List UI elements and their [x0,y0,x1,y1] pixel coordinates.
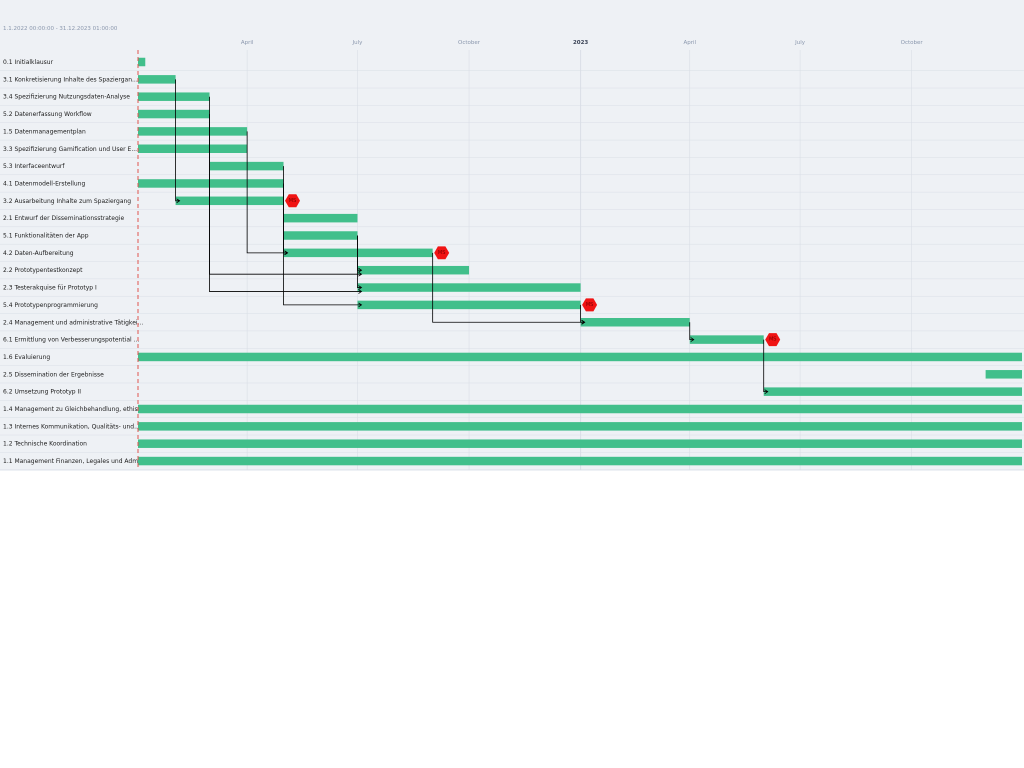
task-bar[interactable] [138,144,248,154]
task-label-column: 0.1 Initialklausur 3.1 Konkretisierung In… [3,59,149,465]
tick-label: April [241,40,254,46]
task-bar[interactable] [138,127,248,136]
task-label: 5.4 Prototypenprogrammierung [3,302,98,309]
task-label: 1.4 Management zu Gleichbehandlung, ethi… [3,406,147,413]
task-bar[interactable] [580,318,690,327]
milestone-label: MS [289,198,297,204]
dependency-line [246,131,288,254]
task-bar[interactable] [357,300,581,310]
task-bar[interactable] [138,57,146,67]
task-bar[interactable] [175,196,284,206]
task-label: 3.4 Spezifizierung Nutzungsdaten-Analyse [3,94,130,101]
task-bar[interactable] [138,179,284,188]
task-label: 3.2 Ausarbeitung Inhalte zum Spaziergang [3,198,131,205]
tick-label: April [683,40,696,46]
task-bar[interactable] [357,283,581,292]
dependency-arrow [358,285,363,290]
task-bar[interactable] [138,352,1022,362]
grid-lines [0,50,1024,470]
task-bar[interactable] [138,439,1022,448]
gantt-chart[interactable]: April July October 2023 April July October 0.1… [0,0,1024,471]
task-label: 1.2 Technische Koordination [3,441,87,448]
task-bar[interactable] [283,213,358,223]
task-label: 6.1 Ermittlung von Verbesserungspotentia… [3,337,139,344]
milestone-marker[interactable] [434,246,450,260]
task-label: 2.3 Testerakquise für Prototyp I [3,285,97,292]
task-bar[interactable] [138,92,210,101]
dependency-arrow [581,319,586,325]
task-label: 1.1 Management Finanzen, Legales und Adm… [3,458,149,465]
dependency-arrow [690,337,695,342]
task-bar[interactable] [138,456,1022,466]
task-bar[interactable] [985,370,1022,379]
task-bar[interactable] [209,161,284,171]
task-label: 5.1 Funktionalitäten der App [3,233,89,240]
tick-label: July [352,40,364,46]
milestone-label: MS [438,250,446,256]
task-bar[interactable] [283,248,433,258]
task-bar[interactable] [763,387,1022,396]
task-label: 4.2 Daten-Aufbereitung [3,250,74,257]
task-label: 2.4 Management und administrative Tätigk… [3,319,143,326]
task-bar[interactable] [138,75,176,84]
task-label: 5.3 Interfaceentwurf [3,163,65,170]
dependency-arrow [358,267,363,273]
dependency-arrow [176,198,181,204]
task-label: 1.3 Internes Kommunikation, Qualitäts- u… [3,423,140,430]
dependency-line [283,183,362,306]
task-bar[interactable] [138,422,1022,431]
task-label: 2.1 Entwurf der Disseminationsstrategie [3,215,124,222]
tick-label: 2023 [573,40,588,46]
task-label: 0.1 Initialklausur [3,59,54,66]
task-bars[interactable] [138,57,1022,466]
task-label: 4.1 Datenmodell-Erstellung [3,180,85,187]
milestone-marker[interactable] [582,298,598,312]
milestones[interactable]: MS MS MS MS [285,194,781,347]
dependency-line [357,235,362,288]
task-label: 3.3 Spezifizierung Gamification und User… [3,146,137,153]
dependency-line [689,322,694,340]
date-range-label: 1.1.2022 00:00:00 - 31.12.2023 01:00:00 [3,26,118,32]
tick-label: October [458,40,481,46]
milestone-marker[interactable] [285,194,300,208]
dependency-arrow [764,389,769,394]
task-bar[interactable] [283,231,358,240]
dependency-arrow [284,250,289,256]
dependency-line [580,304,585,323]
task-label: 3.1 Konkretisierung Inhalte des Spazierg… [3,76,138,83]
tick-label: October [901,40,924,46]
tick-label: July [794,40,806,46]
gantt-panel: 1.1.2022 00:00:00 - 31.12.2023 01:00:00 … [0,0,1024,471]
dependency-arrow [358,271,363,277]
task-bar[interactable] [138,109,210,119]
task-bar[interactable] [689,335,764,344]
task-label: 2.5 Dissemination der Ergebnisse [3,371,104,378]
task-bar[interactable] [138,404,1022,414]
task-label: 2.2 Prototypentestkonzept [3,267,83,274]
task-label: 1.6 Evaluierung [3,354,50,361]
task-bar[interactable] [357,265,470,275]
dependency-arrow [358,302,363,308]
task-label: 6.2 Umsetzung Prototyp II [3,389,81,396]
milestone-label: MS [769,337,777,343]
milestone-marker[interactable] [765,333,781,347]
dependency-arrow [358,289,363,294]
dependency-line [175,79,180,202]
milestone-label: MS [586,302,594,308]
task-label: 1.5 Datenmanagementplan [3,128,86,135]
time-axis: April July October 2023 April July October [241,40,924,46]
dependency-line [432,252,585,323]
task-label: 5.2 Datenerfassung Workflow [3,111,92,118]
dependency-line [763,339,768,393]
dependency-connectors [175,79,769,394]
dependency-line [209,114,362,292]
